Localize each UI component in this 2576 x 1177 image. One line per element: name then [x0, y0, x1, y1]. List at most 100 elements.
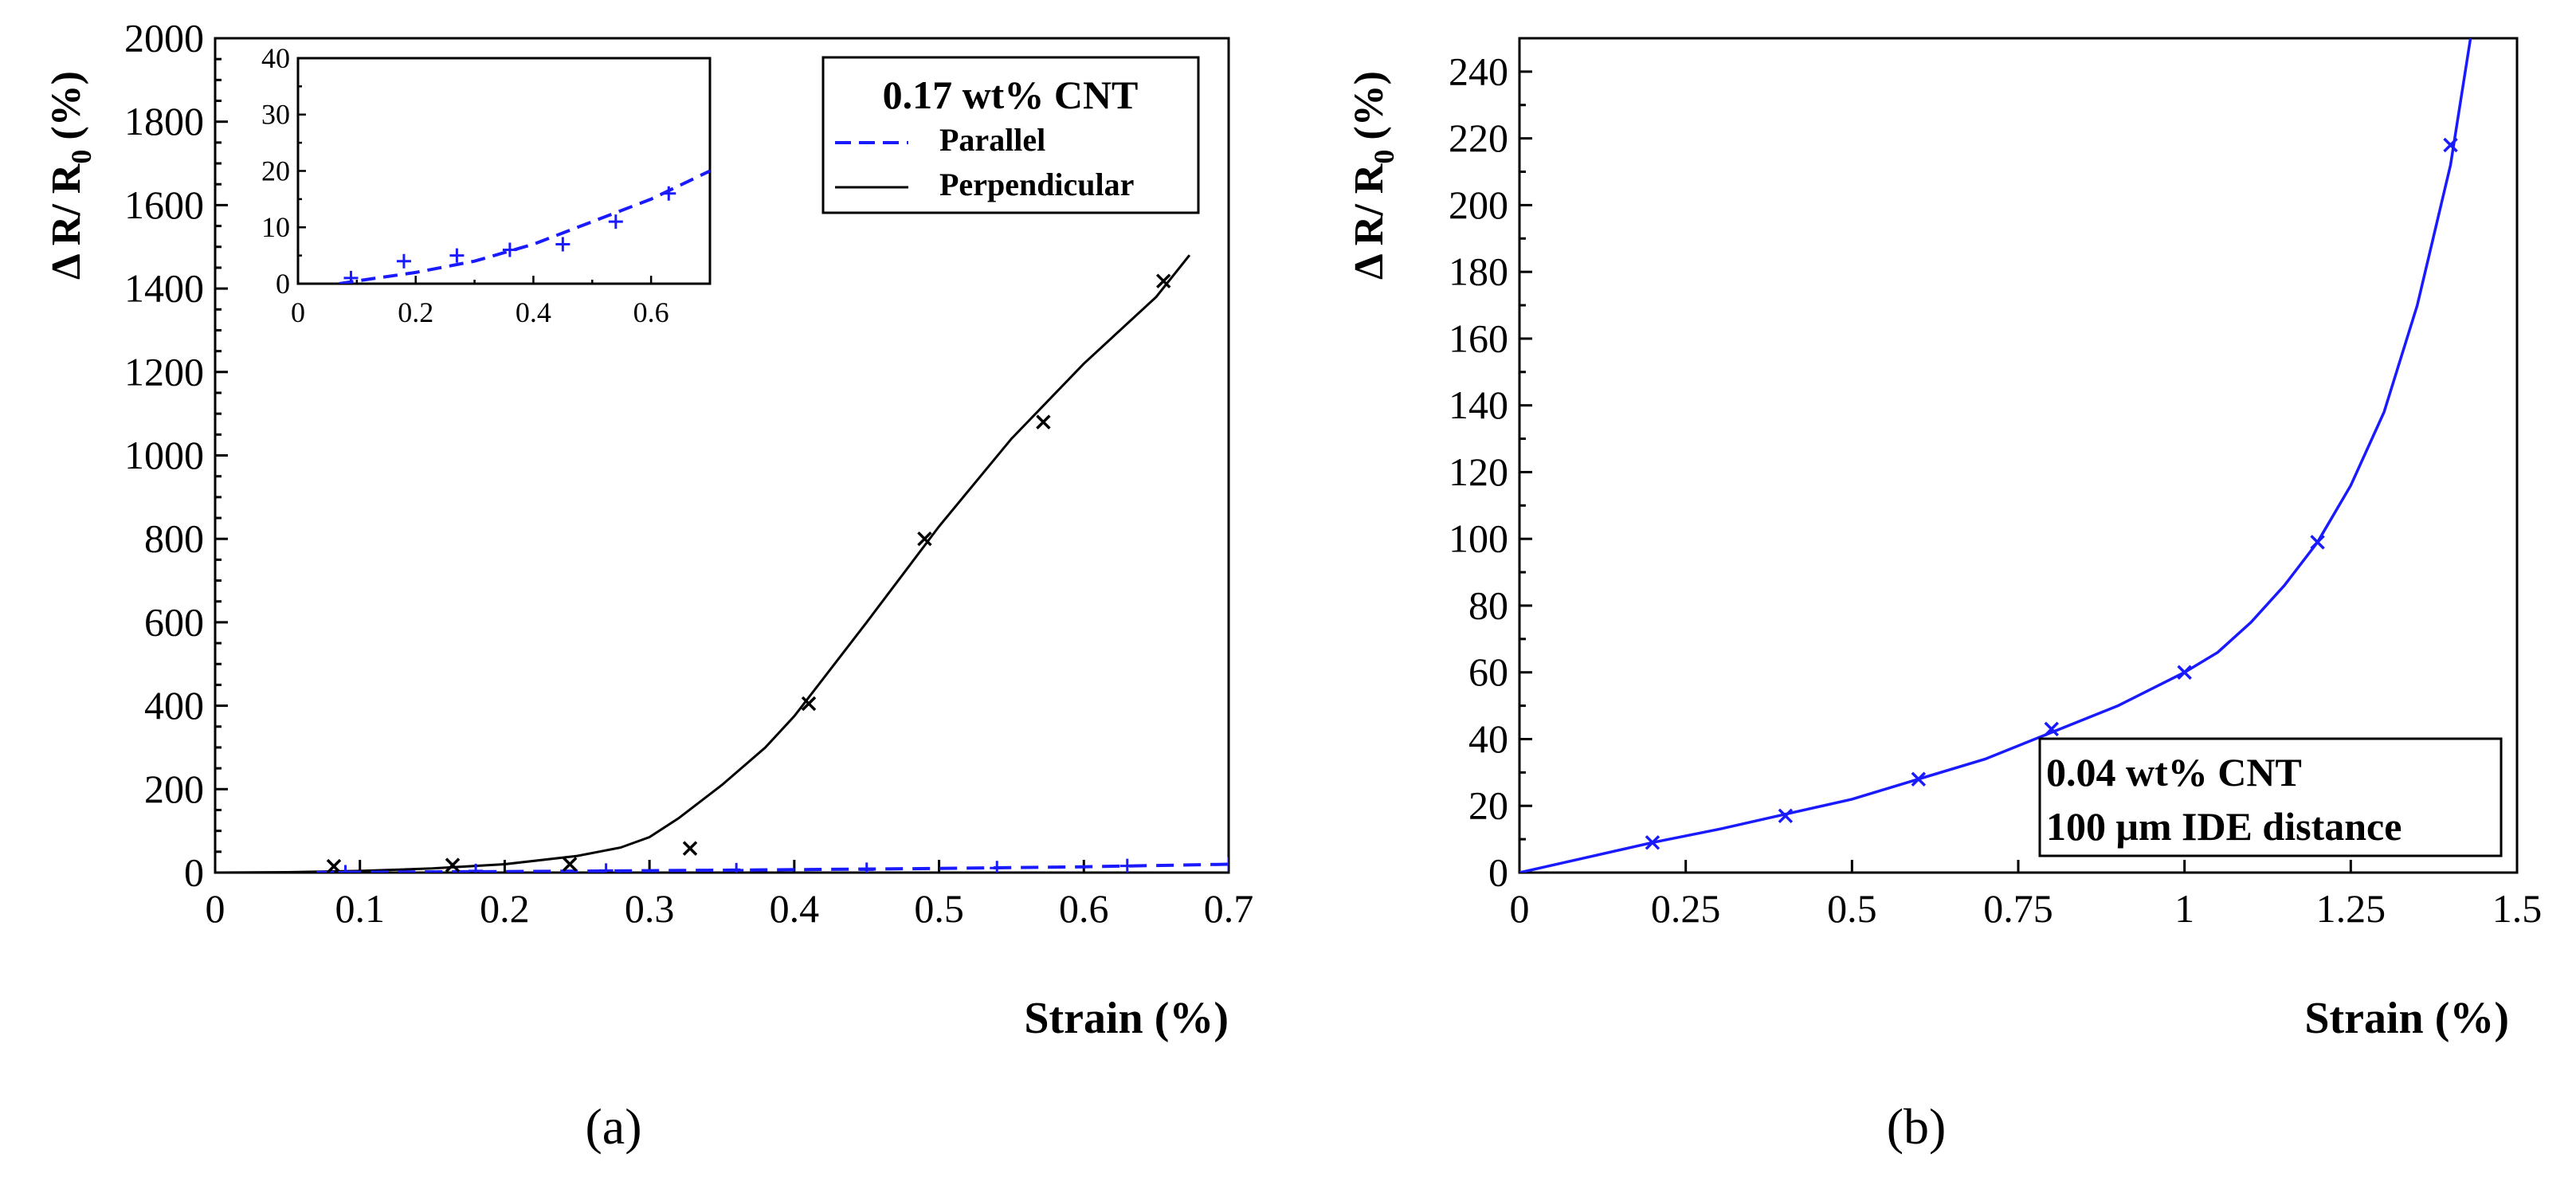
y-tick-label: 1200 [124, 349, 204, 394]
inset-x-tick-label: 0.6 [633, 296, 669, 328]
legend: 0.17 wt% CNT Parallel Perpendicular [821, 56, 1200, 214]
y-tick-label: 1000 [124, 433, 204, 477]
y-axis-label-subscript: 0 [65, 150, 97, 164]
annotation-line-2: 100 μm IDE distance [2046, 804, 2402, 849]
x-tick-label: 0.5 [1827, 886, 1877, 931]
inset-parallel-point [661, 186, 676, 201]
parallel-point [859, 862, 874, 873]
y-tick-label: 0 [1488, 850, 1508, 895]
panel-label-a: (a) [585, 1098, 641, 1155]
inset-y-tick-label: 40 [261, 42, 290, 74]
inset-background [298, 58, 710, 284]
x-tick-label: 1.25 [2316, 886, 2386, 931]
y-tick-label: 400 [144, 683, 204, 728]
y-axis-label-unit: (%) [44, 71, 89, 140]
y-tick-label: 1800 [124, 99, 204, 143]
inset-y-tick-label: 0 [276, 268, 290, 300]
panel-b: 0 0.25 0.5 0.75 1 1.25 1.5 0 20 40 60 80 100 120 140 16… [1347, 37, 2543, 1155]
x-tick-label: 0.3 [625, 886, 675, 931]
perpendicular-point [326, 858, 342, 873]
inset-parallel-point [343, 270, 359, 284]
annotation-box [2038, 737, 2503, 857]
x-tick-label: 0.7 [1204, 886, 1254, 931]
perpendicular-point [445, 857, 461, 873]
y-tick-label: 180 [1449, 249, 1508, 294]
inset-x-tick-label: 0.4 [516, 296, 551, 328]
y-tick-label: 120 [1449, 449, 1508, 494]
parallel-point [598, 863, 614, 873]
parallel-point [1221, 857, 1229, 872]
y-tick-label: 140 [1449, 383, 1508, 427]
x-tick-label: 0 [1510, 886, 1530, 931]
inset-parallel-point [555, 237, 570, 252]
inset-parallel-point [396, 253, 411, 269]
y-tick-label: 600 [144, 599, 204, 644]
inset-parallel-point [502, 242, 517, 257]
perpendicular-point [801, 696, 817, 712]
y-axis-label-unit: (%) [1347, 71, 1392, 140]
x-tick-label: 0.1 [335, 886, 385, 931]
x-tick-label: 0.75 [1983, 886, 2053, 931]
y-tick-label: 0 [184, 850, 204, 895]
perpendicular-fit-line [215, 254, 1191, 873]
inset-y-tick-label: 10 [261, 211, 290, 243]
x-tick-label: 0.25 [1651, 886, 1721, 931]
cnt-fit-line [1519, 38, 2472, 873]
y-tick-label: 800 [144, 516, 204, 561]
inset-parallel-point [608, 214, 623, 230]
inset-parallel-fit-line [339, 169, 710, 284]
y-tick-label: 200 [1449, 182, 1508, 227]
panel-b-data [1519, 38, 2472, 873]
perpendicular-point [682, 841, 698, 856]
parallel-point [1119, 858, 1135, 873]
inset-chart: 0 0.2 0.4 0.6 0 10 20 30 40 [261, 42, 712, 328]
cnt-data-point [2044, 721, 2059, 737]
y-tick-label: 1600 [124, 182, 204, 227]
panel-label-b: (b) [1887, 1098, 1947, 1155]
y-tick-label: 1400 [124, 266, 204, 311]
annotation: 0.04 wt% CNT 100 μm IDE distance [2038, 737, 2503, 857]
parallel-point [338, 865, 353, 873]
cnt-data-point [2177, 665, 2192, 680]
x-tick-label: 0.2 [480, 886, 530, 931]
parallel-point [990, 861, 1005, 873]
cnt-data-point [1645, 835, 1660, 850]
y-axis-label-main: Δ R/ R [1347, 163, 1392, 280]
x-tick-label: 0.6 [1059, 886, 1109, 931]
inset-data [339, 169, 710, 284]
legend-title: 0.17 wt% CNT [883, 73, 1139, 117]
parallel-point [469, 863, 484, 873]
x-tick-label: 1 [2174, 886, 2194, 931]
inset-y-tick-label: 20 [261, 155, 290, 186]
parallel-fit-line [316, 862, 1229, 873]
y-tick-label: 240 [1449, 49, 1508, 93]
y-tick-label: 220 [1449, 116, 1508, 160]
parallel-point [729, 862, 744, 873]
y-tick-label: 200 [144, 767, 204, 811]
inset-y-tick-label: 30 [261, 99, 290, 131]
y-axis-label-subscript: 0 [1368, 150, 1400, 164]
perpendicular-point [917, 531, 932, 547]
panel-a-data [215, 254, 1229, 873]
y-axis-label: Δ R/ R0 (%) [1347, 71, 1400, 280]
panel-a: 0 0.1 0.2 0.3 0.4 0.5 0.6 0.7020040060080010001… [44, 16, 1253, 1155]
y-tick-label: 160 [1449, 316, 1508, 360]
x-tick-label: 1.5 [2492, 886, 2543, 931]
perpendicular-point [1036, 414, 1051, 430]
legend-parallel-label: Parallel [939, 122, 1045, 158]
y-tick-label: 20 [1468, 783, 1508, 828]
y-tick-label: 60 [1468, 649, 1508, 694]
y-tick-label: 100 [1449, 516, 1508, 561]
perpendicular-point [562, 857, 578, 872]
perpendicular-point [1155, 273, 1171, 288]
y-axis-label-main: Δ R/ R [44, 163, 89, 280]
legend-perpendicular-label: Perpendicular [939, 167, 1134, 202]
y-tick-label: 80 [1468, 583, 1508, 627]
cnt-data-point [1778, 808, 1794, 824]
inset-x-tick-label: 0.2 [398, 296, 433, 328]
y-tick-label: 40 [1468, 716, 1508, 761]
cnt-data-point [2443, 137, 2458, 153]
x-tick-label: 0.4 [770, 886, 820, 931]
x-axis-label: Strain (%) [2304, 994, 2509, 1043]
